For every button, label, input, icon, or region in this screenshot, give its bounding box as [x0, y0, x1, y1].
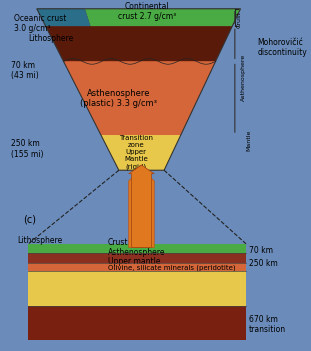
Text: Olivine, silicate minerals (peridotite): Olivine, silicate minerals (peridotite)	[108, 265, 235, 271]
Text: 670 km
transition: 670 km transition	[249, 315, 286, 335]
FancyBboxPatch shape	[28, 263, 246, 271]
Polygon shape	[85, 9, 240, 26]
Polygon shape	[37, 9, 240, 23]
Text: (c): (c)	[23, 214, 36, 224]
FancyBboxPatch shape	[28, 253, 246, 263]
Text: 250 km: 250 km	[249, 259, 278, 268]
Polygon shape	[44, 23, 234, 47]
Text: 70 km
(43 mi): 70 km (43 mi)	[11, 60, 39, 80]
FancyBboxPatch shape	[28, 244, 246, 253]
Polygon shape	[37, 9, 91, 26]
Text: Oceanic crust
3.0 g/cm³: Oceanic crust 3.0 g/cm³	[14, 14, 67, 33]
Polygon shape	[46, 26, 232, 61]
Polygon shape	[63, 61, 216, 135]
Text: 250 km
(155 mi): 250 km (155 mi)	[11, 139, 44, 159]
Polygon shape	[101, 135, 181, 170]
Text: Lithosphere: Lithosphere	[28, 34, 73, 43]
Text: Asthenosphere
(plastic) 3.3 g/cm³: Asthenosphere (plastic) 3.3 g/cm³	[80, 88, 157, 108]
Text: Lithosphere: Lithosphere	[17, 236, 62, 245]
Text: Mantle: Mantle	[246, 130, 251, 151]
Polygon shape	[96, 125, 186, 170]
Polygon shape	[56, 47, 222, 125]
Text: Mohorovičić
discontinuity: Mohorovičić discontinuity	[258, 38, 307, 57]
Text: Transition
zone
Upper
Mantle
(rigid): Transition zone Upper Mantle (rigid)	[119, 135, 153, 170]
FancyArrow shape	[129, 165, 154, 247]
Polygon shape	[129, 170, 154, 247]
Text: Asthenosphere: Asthenosphere	[108, 247, 165, 257]
Text: Asthenosphere: Asthenosphere	[241, 54, 246, 101]
FancyBboxPatch shape	[28, 306, 246, 340]
Text: Continental
crust 2.7 g/cm³: Continental crust 2.7 g/cm³	[118, 2, 176, 21]
Text: 70 km: 70 km	[249, 246, 273, 256]
FancyBboxPatch shape	[28, 271, 246, 306]
Text: Upper mantle: Upper mantle	[108, 257, 160, 266]
Text: Crust: Crust	[108, 238, 128, 247]
Text: Crust: Crust	[237, 11, 242, 28]
